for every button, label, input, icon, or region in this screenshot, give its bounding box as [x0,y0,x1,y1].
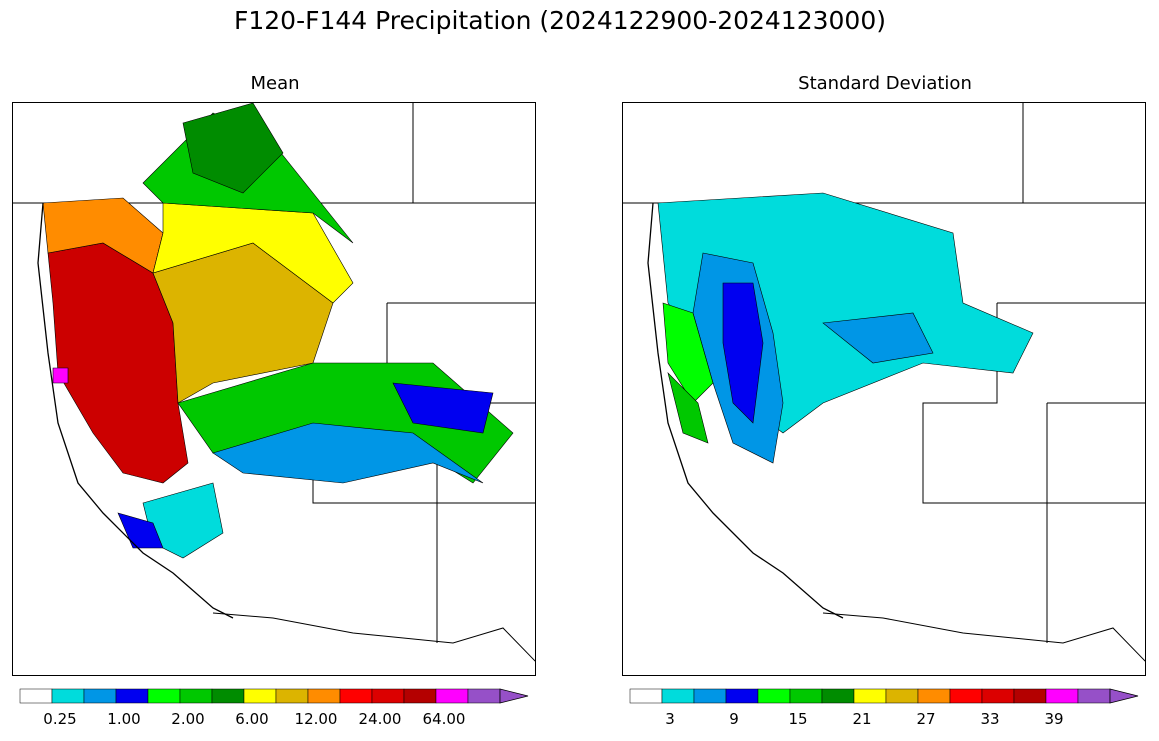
colorbar-segment [243,688,277,704]
stddev-map [622,102,1146,676]
colorbar-segment [275,688,309,704]
colorbar-tick-label: 33 [980,710,1000,728]
colorbar-segment [917,688,951,704]
colorbar-tick-label: 24.00 [358,710,402,728]
mean-colorbar [19,688,529,704]
colorbar-segment [403,688,437,704]
colorbar-segment [1013,688,1047,704]
colorbar-tick-label: 3 [665,710,675,728]
colorbar-segment [693,688,727,704]
colorbar-tick-label: 0.25 [43,710,77,728]
colorbar-tick-label: 15 [788,710,808,728]
colorbar-segment [211,688,245,704]
colorbar-segment [19,688,53,704]
colorbar-segment [757,688,791,704]
precip-lightblue-region [212,422,484,484]
colorbar-tick-label: 12.00 [294,710,338,728]
colorbar-tick-label: 21 [852,710,872,728]
colorbar-segment [629,688,663,704]
precip-magenta-spot [52,367,69,384]
colorbar-segment [179,688,213,704]
colorbar-tick-label: 6.00 [235,710,269,728]
colorbar-segment [885,688,919,704]
colorbar-tick-label: 39 [1044,710,1064,728]
mean-map [12,102,536,676]
colorbar-segment [51,688,85,704]
state-border [922,302,1145,643]
colorbar-segment [821,688,855,704]
coastline [37,202,234,619]
mexico-border [822,612,1145,662]
mean-panel-title: Mean [250,73,300,94]
colorbar-segment [307,688,341,704]
colorbar-tick-label: 27 [916,710,936,728]
stddev-darkgreen-region [667,372,709,444]
colorbar-segment [467,688,501,704]
colorbar-tick-label: 1.00 [107,710,141,728]
stddev-colorbar [629,688,1139,704]
colorbar-segment [661,688,695,704]
precip-blue-region [392,382,494,434]
colorbar-segment [371,688,405,704]
colorbar-segment [981,688,1015,704]
colorbar-extend-arrow [499,688,529,704]
figure-title: F120-F144 Precipitation (2024122900-2024… [233,6,886,35]
colorbar-segment [725,688,759,704]
colorbar-tick-label: 9 [729,710,739,728]
colorbar-segment [435,688,469,704]
precip-darkgreen-region [182,103,284,194]
stddev-blue-mid [822,312,934,364]
stddev-darkblue-region [722,282,764,424]
colorbar-segment [115,688,149,704]
colorbar-extend-arrow [1109,688,1139,704]
colorbar-tick-label: 64.00 [422,710,466,728]
colorbar-segment [789,688,823,704]
colorbar-segment [339,688,373,704]
stddev-green-region [662,302,714,404]
colorbar-segment [949,688,983,704]
coastline [647,202,844,619]
colorbar-segment [147,688,181,704]
colorbar-segment [83,688,117,704]
colorbar-segment [853,688,887,704]
stddev-panel-title: Standard Deviation [798,73,972,94]
colorbar-segment [1077,688,1111,704]
colorbar-segment [1045,688,1079,704]
mexico-border [212,612,535,662]
precip-yellow-region [152,202,354,304]
colorbar-tick-label: 2.00 [171,710,205,728]
